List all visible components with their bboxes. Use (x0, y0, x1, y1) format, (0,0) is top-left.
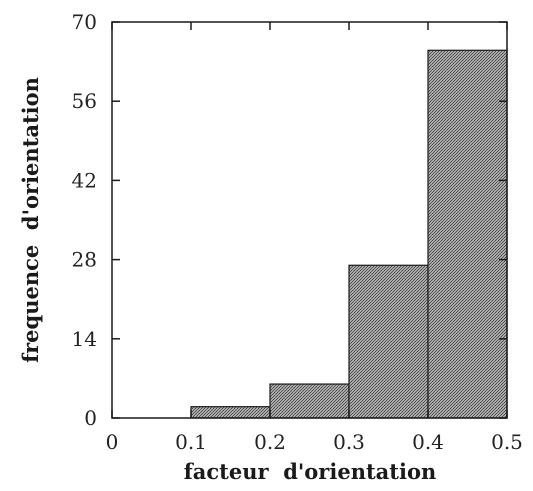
y-tick-label-0: 0 (84, 406, 97, 430)
plot-frame (111, 21, 508, 419)
x-tick-label-0: 0 (106, 430, 119, 454)
y-axis-title: frequence d'orientation (18, 77, 43, 363)
y-tick-label-4: 56 (72, 89, 97, 113)
x-tick-label-4: 0.4 (412, 430, 444, 454)
y-tick-label-3: 42 (72, 168, 97, 192)
histogram-bar-1 (190, 406, 271, 419)
x-axis-title: facteur d'orientation (184, 459, 437, 484)
x-tick-label-2: 0.2 (254, 430, 286, 454)
histogram-bar-3 (348, 264, 429, 419)
x-tick-label-3: 0.3 (333, 430, 365, 454)
x-tick-label-5: 0.5 (491, 430, 523, 454)
x-tick-label-1: 0.1 (175, 430, 207, 454)
histogram-bar-4 (427, 49, 508, 419)
y-tick-labels: 0 14 28 42 56 70 (72, 10, 97, 430)
histogram-bar-2 (269, 383, 350, 419)
bars-layer (190, 49, 508, 419)
x-tick-labels: 0 0.1 0.2 0.3 0.4 0.5 (106, 430, 523, 454)
y-tick-label-2: 28 (72, 248, 97, 272)
y-tick-label-5: 70 (72, 10, 97, 34)
y-tick-label-1: 14 (72, 327, 97, 351)
ticks-layer (111, 21, 508, 419)
